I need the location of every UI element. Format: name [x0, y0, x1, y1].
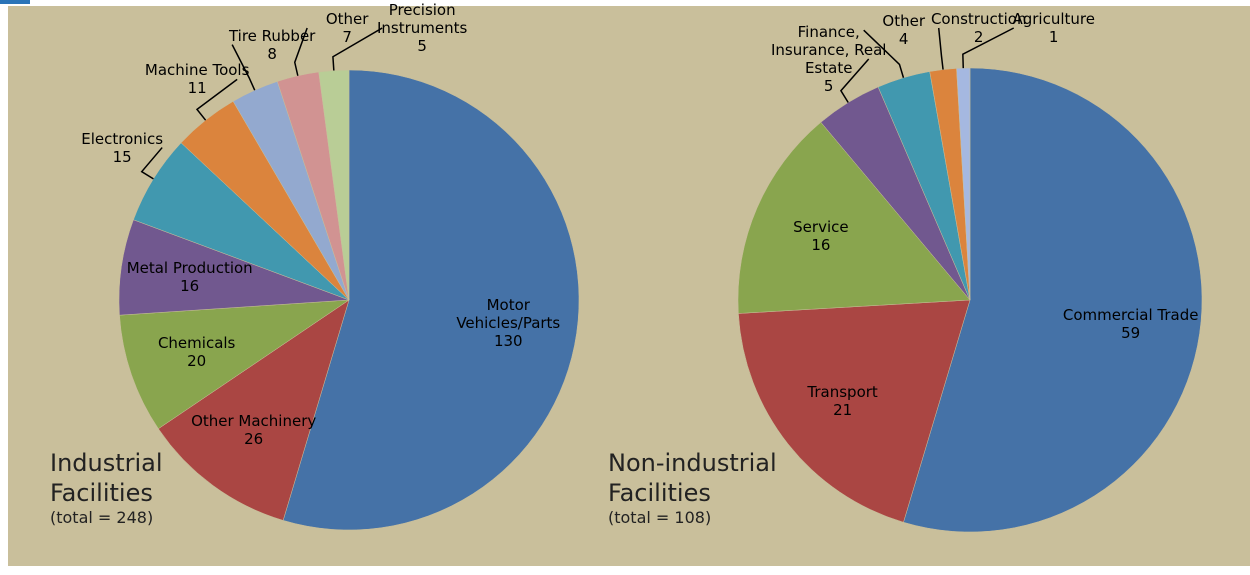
chart-subtitle: (total = 108)	[608, 508, 712, 527]
category-name: Chemicals	[157, 334, 236, 353]
category-name: Metal Production	[126, 258, 253, 277]
slice-label: Service 16	[746, 218, 896, 254]
slice-value: 20	[187, 352, 207, 371]
chart-subtitle: (total = 248)	[50, 508, 154, 527]
slice-label: Tire Rubber 8	[210, 27, 335, 63]
header-strip	[0, 0, 30, 4]
category-name: Machine Tools	[144, 61, 250, 80]
slice-label: Finance, Insurance, Real Estate 5	[766, 23, 891, 95]
category-name: Other	[882, 12, 925, 31]
title-text: Non-industrial Facilities	[608, 449, 777, 507]
title-text: Industrial Facilities	[50, 449, 163, 507]
category-name: Precision Instruments	[376, 1, 468, 37]
chart-title: Industrial Facilities (total = 248)	[50, 448, 200, 528]
leader-line	[962, 27, 1015, 69]
category-name: Commercial Trade	[1062, 305, 1199, 324]
slice-label: Transport 21	[768, 383, 918, 419]
slice-value: 1	[1048, 28, 1059, 46]
slice-value: 16	[180, 276, 200, 295]
slice-label: Motor Vehicles/Parts 130	[433, 296, 583, 350]
slice-value: 7	[342, 28, 352, 46]
pie-slice	[158, 299, 350, 521]
pie-slice	[282, 69, 580, 531]
slice-label: Electronics 15	[60, 130, 185, 166]
chart-title: Non-industrial Facilities (total = 108)	[608, 448, 798, 528]
leader-line	[140, 147, 163, 180]
category-name: Construction	[930, 10, 1027, 28]
slice-value: 21	[833, 400, 853, 419]
slice-label: Chemicals 20	[122, 334, 272, 370]
slice-label: Other 7	[285, 10, 410, 46]
category-name: Service	[793, 217, 849, 236]
slice-value: 26	[244, 429, 264, 448]
slice-value: 5	[823, 76, 834, 95]
leader-line	[195, 78, 238, 121]
pie-slice	[903, 67, 1203, 533]
category-name: Finance, Insurance, Real Estate	[770, 22, 887, 77]
pie-slice	[737, 121, 971, 314]
leader-line	[332, 27, 383, 71]
category-name: Electronics	[81, 129, 164, 148]
slice-label: Agriculture 1	[991, 10, 1116, 46]
leader-line	[839, 58, 870, 103]
slice-label: Metal Production 16	[115, 259, 265, 295]
slice-label: Other Machinery 26	[179, 412, 329, 448]
slice-value: 59	[1121, 323, 1141, 342]
category-name: Other	[325, 10, 369, 28]
leader-line	[863, 29, 905, 78]
slice-value: 5	[417, 37, 427, 55]
slice-value: 15	[112, 147, 132, 166]
category-name: Other Machinery	[191, 411, 317, 430]
pie-slice	[119, 299, 350, 430]
slice-label: Construction 2	[916, 10, 1041, 46]
slice-label: Other 4	[841, 12, 966, 48]
category-name: Tire Rubber	[228, 26, 316, 45]
leader-line	[293, 27, 308, 76]
category-name: Agriculture	[1012, 10, 1095, 28]
slice-value: 16	[811, 235, 831, 254]
slice-value: 8	[267, 44, 277, 63]
slice-value: 2	[973, 28, 984, 46]
category-name: Transport	[807, 382, 878, 401]
slice-value: 11	[187, 79, 207, 98]
pie-slice	[738, 299, 971, 523]
category-name: Motor Vehicles/Parts	[456, 296, 561, 333]
slice-value: 4	[898, 30, 909, 49]
slice-label: Precision Instruments 5	[360, 1, 485, 55]
slice-label: Commercial Trade 59	[1056, 306, 1206, 342]
slice-value: 130	[493, 332, 523, 351]
slice-label: Machine Tools 11	[135, 61, 260, 97]
leader-line	[231, 44, 256, 91]
leader-line	[937, 27, 944, 70]
